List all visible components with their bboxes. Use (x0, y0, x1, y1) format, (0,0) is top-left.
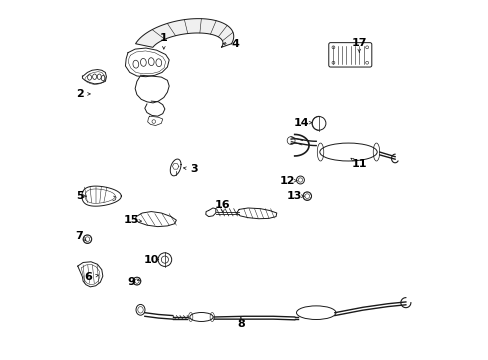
Text: 14: 14 (293, 118, 309, 128)
Text: 3: 3 (190, 164, 198, 174)
Text: 2: 2 (76, 89, 83, 99)
Text: 17: 17 (351, 38, 366, 48)
Text: 11: 11 (351, 159, 366, 169)
Text: 1: 1 (160, 33, 167, 43)
Text: 9: 9 (127, 277, 135, 287)
Text: 7: 7 (76, 231, 83, 240)
Text: 12: 12 (279, 176, 295, 186)
Text: 6: 6 (84, 272, 92, 282)
Text: 4: 4 (231, 39, 239, 49)
Polygon shape (135, 19, 233, 47)
Text: 8: 8 (237, 319, 244, 329)
Text: 10: 10 (143, 255, 159, 265)
Text: 5: 5 (76, 191, 83, 201)
Text: 15: 15 (123, 215, 139, 225)
Text: 16: 16 (215, 200, 230, 210)
Text: 13: 13 (286, 191, 302, 201)
